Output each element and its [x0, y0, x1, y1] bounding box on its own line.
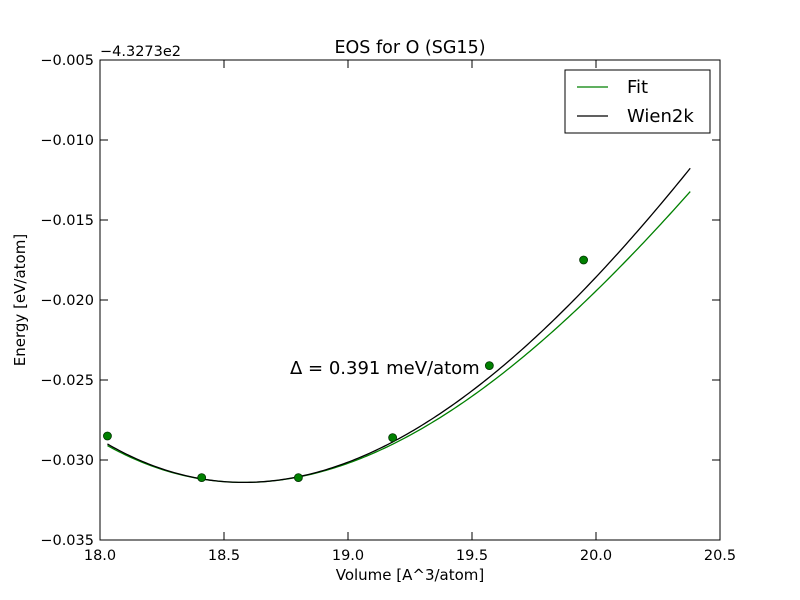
y-tick-label: −0.030 — [40, 453, 94, 469]
y-tick-label: −0.035 — [40, 533, 94, 549]
x-tick-label: 20.5 — [704, 548, 736, 564]
delta-annotation: Δ = 0.391 meV/atom — [290, 358, 480, 379]
x-tick-label: 20.0 — [580, 548, 612, 564]
series-line-wien2k — [107, 167, 691, 484]
legend-box — [564, 69, 711, 134]
y-offset-label: −4.3273e2 — [100, 44, 181, 60]
y-tick-label: −0.010 — [40, 133, 94, 149]
legend-label: Wien2k — [627, 106, 694, 127]
y-tick-label: −0.025 — [40, 373, 94, 389]
chart-title: EOS for O (SG15) — [334, 38, 485, 58]
data-point — [484, 361, 494, 371]
plot-area: 18.0 18.5 19.0 19.5 20.0 20.5 −0.035 −0.030 −0.0… — [40, 53, 736, 564]
y-tick-label: −0.005 — [40, 53, 94, 69]
y-tick-label: −0.020 — [40, 293, 94, 309]
legend-label: Fit — [627, 77, 648, 98]
data-point — [293, 473, 303, 483]
x-tick-label: 19.0 — [332, 548, 364, 564]
x-tick-label: 18.5 — [208, 548, 240, 564]
x-tick-label: 18.0 — [84, 548, 116, 564]
data-point — [388, 433, 398, 443]
data-point — [579, 255, 588, 265]
data-point — [197, 473, 207, 483]
y-tick-label: −0.015 — [40, 213, 94, 229]
x-axis-label: Volume [A^3/atom] — [336, 566, 485, 584]
data-point — [103, 431, 112, 441]
legend: Fit Wien2k — [564, 69, 711, 134]
x-tick-label: 19.5 — [456, 548, 488, 564]
y-axis-label: Energy [eV/atom] — [11, 234, 29, 366]
